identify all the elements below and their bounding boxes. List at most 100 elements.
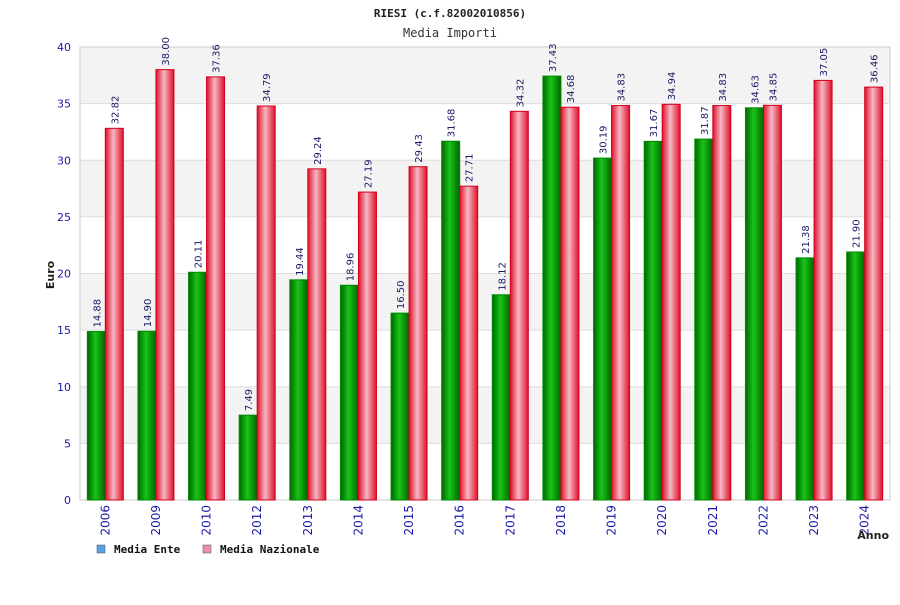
bar-media-nazionale-2024 [864,86,884,501]
data-label-media-nazionale-2021: 34.83 [718,73,729,102]
data-label-media-ente-2023: 21.38 [801,225,812,254]
data-label-media-nazionale-2020: 34.94 [667,72,678,101]
y-tick-label: 20 [57,268,71,281]
data-label-media-ente-2021: 31.87 [700,106,711,135]
x-tick-label-2021: 2021 [706,505,720,536]
x-tick-label-2010: 2010 [200,505,214,536]
bars [86,69,884,501]
bar-media-nazionale-2023 [813,79,833,501]
x-tick-label-2014: 2014 [351,505,365,536]
y-tick-label: 35 [57,98,71,111]
bar-media-ente-2015 [390,312,410,501]
bar-media-nazionale-2013 [307,168,327,501]
x-tick-label-2020: 2020 [655,505,669,536]
bar-media-ente-2022 [744,107,764,501]
chart-title: RIESI (c.f.82002010856) [374,7,526,20]
x-tick-label-2018: 2018 [554,505,568,536]
bar-media-nazionale-2012 [256,105,276,501]
x-tick-label-2016: 2016 [453,505,467,536]
legend-swatch-media-ente [96,544,106,554]
data-label-media-nazionale-2012: 34.79 [262,73,273,102]
data-label-media-nazionale-2006: 32.82 [110,96,121,125]
x-tick-label-2013: 2013 [301,505,315,536]
x-axis-ticks: 2006 2009 2010 2012 2013 2014 2015 2016 2017 2018… [98,505,871,536]
chart-subtitle: Media Importi [403,26,497,40]
legend-label-media-nazionale: Media Nazionale [220,543,320,556]
data-label-media-nazionale-2010: 37.36 [212,44,223,73]
data-label-media-nazionale-2016: 27.71 [465,154,476,183]
bar-media-ente-2016 [441,140,461,501]
data-label-media-ente-2010: 20.11 [194,240,205,269]
data-label-media-nazionale-2022: 34.85 [768,73,779,102]
data-label-media-ente-2016: 31.68 [447,109,458,138]
data-label-media-ente-2022: 34.63 [750,75,761,104]
bar-media-nazionale-2006 [104,127,124,501]
data-label-media-ente-2020: 31.67 [649,109,660,138]
bar-media-ente-2020 [643,140,663,501]
bar-media-nazionale-2018 [560,106,580,501]
bar-media-nazionale-2020 [661,103,681,501]
data-label-media-nazionale-2018: 34.68 [566,75,577,104]
bar-media-ente-2019 [593,157,613,501]
x-axis-label: Anno [857,529,889,542]
x-tick-label-2017: 2017 [503,505,517,536]
x-tick-label-2006: 2006 [98,505,112,536]
data-label-media-ente-2019: 30.19 [599,125,610,154]
y-tick-label: 5 [64,437,71,450]
data-label-media-nazionale-2019: 34.83 [617,73,628,102]
bar-media-ente-2009 [137,330,157,501]
bar-media-ente-2018 [542,75,562,501]
y-tick-label: 0 [64,494,71,507]
bar-media-ente-2017 [491,294,511,501]
data-label-media-nazionale-2024: 36.46 [870,54,881,83]
data-label-media-ente-2015: 16.50 [396,280,407,309]
legend-swatch-media-nazionale [202,544,212,554]
data-label-media-ente-2018: 37.43 [548,43,559,72]
data-label-media-ente-2014: 18.96 [345,253,356,282]
bar-media-ente-2021 [694,138,714,501]
y-tick-label: 15 [57,324,71,337]
x-tick-label-2019: 2019 [605,505,619,536]
bar-media-nazionale-2019 [611,105,631,501]
legend: Media Ente Media Nazionale [96,543,320,556]
data-label-media-ente-2013: 19.44 [295,247,306,276]
data-label-media-ente-2012: 7.49 [244,389,255,411]
data-label-media-nazionale-2015: 29.43 [414,134,425,163]
legend-label-media-ente: Media Ente [114,543,181,556]
bar-media-ente-2012 [238,414,258,501]
x-tick-label-2023: 2023 [807,505,821,536]
data-label-media-ente-2009: 14.90 [143,299,154,328]
data-label-media-nazionale-2023: 37.05 [819,48,830,77]
bar-media-nazionale-2015 [408,166,428,501]
bar-media-nazionale-2009 [155,69,175,501]
bar-media-nazionale-2021 [712,105,732,501]
bar-media-nazionale-2016 [459,185,479,501]
bar-media-nazionale-2017 [509,110,529,501]
bar-media-nazionale-2014 [357,191,377,501]
data-label-media-ente-2006: 14.88 [92,299,103,328]
data-label-media-nazionale-2009: 38.00 [161,37,172,66]
bar-media-ente-2014 [339,284,359,501]
data-label-media-nazionale-2014: 27.19 [363,159,374,188]
x-tick-label-2009: 2009 [149,505,163,536]
data-label-media-nazionale-2017: 34.32 [515,79,526,108]
data-label-media-ente-2024: 21.90 [852,219,863,248]
x-tick-label-2015: 2015 [402,505,416,536]
x-tick-label-2024: 2024 [858,505,872,536]
bar-media-ente-2013 [289,279,309,501]
bar-media-ente-2010 [188,271,208,501]
y-tick-label: 25 [57,211,71,224]
bar-media-ente-2024 [846,251,866,501]
bar-media-ente-2023 [795,257,815,501]
y-axis-ticks: 0 5 10 15 20 25 30 35 40 [57,41,71,507]
y-tick-label: 30 [57,154,71,167]
x-tick-label-2022: 2022 [756,505,770,536]
plot-frame [79,46,891,501]
data-label-media-nazionale-2013: 29.24 [313,136,324,165]
bar-media-nazionale-2022 [762,104,782,501]
data-label-media-ente-2017: 18.12 [497,262,508,291]
bar-media-nazionale-2010 [206,76,226,501]
bar-media-ente-2006 [86,330,106,501]
